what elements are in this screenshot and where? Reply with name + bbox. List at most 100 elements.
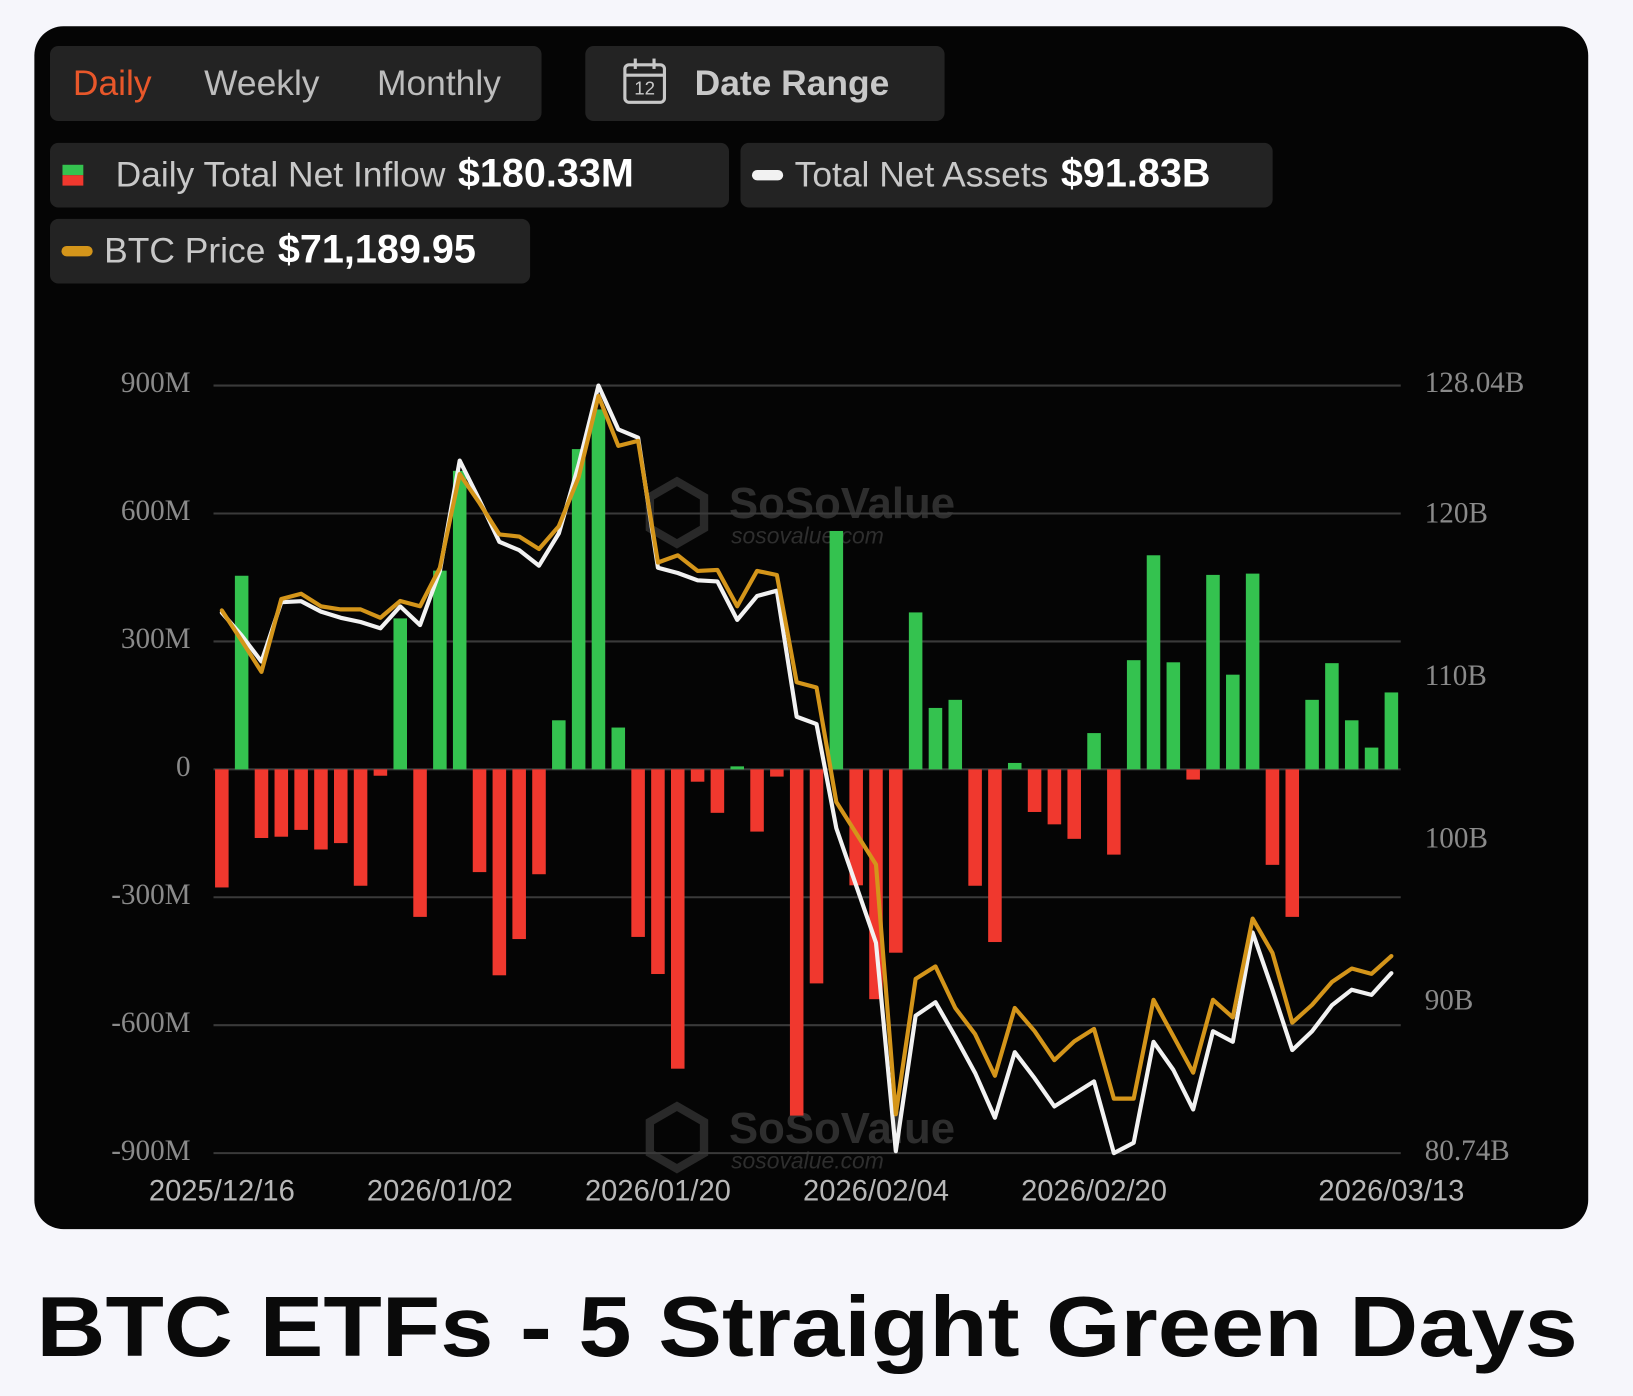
- bar: [948, 699, 963, 770]
- y-tick-label: 600M: [121, 495, 191, 527]
- bar: [393, 618, 408, 770]
- line: [219, 383, 1394, 1156]
- period-tab[interactable]: Weekly: [204, 63, 320, 103]
- bar: [829, 530, 844, 770]
- legend-swatch: [61, 246, 93, 257]
- y-tick-label: 900M: [121, 367, 191, 399]
- x-tick-label: 2025/12/16: [149, 1175, 295, 1207]
- bar: [413, 769, 427, 917]
- bar: [1047, 769, 1062, 825]
- watermark-url: sosovalue.com: [731, 523, 884, 549]
- bar: [1027, 769, 1042, 812]
- bar: [1265, 769, 1280, 865]
- bar: [373, 769, 388, 776]
- bar: [1007, 762, 1022, 770]
- date-range-button[interactable]: [585, 46, 945, 122]
- legend-item: [49, 142, 730, 208]
- bar: [789, 769, 804, 1116]
- line: [219, 393, 1394, 1117]
- y2-tick-label: 110B: [1425, 660, 1487, 692]
- bar: [1206, 574, 1220, 770]
- bar: [254, 769, 269, 838]
- period-tab[interactable]: Monthly: [377, 63, 501, 103]
- x-tick-label: 2026/01/20: [585, 1175, 731, 1207]
- bar: [1364, 747, 1379, 770]
- bar: [670, 769, 685, 1069]
- bar: [215, 769, 229, 888]
- legend-swatch: [62, 164, 84, 176]
- bar: [1245, 573, 1260, 770]
- y2-tick-label: 80.74B: [1425, 1135, 1510, 1167]
- bar: [1087, 733, 1101, 770]
- y2-tick-label: 100B: [1425, 822, 1488, 854]
- bar: [750, 769, 764, 832]
- caption: BTC ETFs - 5 Straight Green Days: [36, 1280, 1577, 1375]
- chart-card: [34, 26, 1589, 1230]
- legend-value: $180.33M: [458, 152, 634, 196]
- legend-label: Daily Total Net Inflow: [116, 155, 446, 195]
- x-tick-label: 2026/03/13: [1318, 1175, 1464, 1207]
- y2-tick-label: 128.04B: [1425, 367, 1525, 399]
- bar: [314, 769, 328, 850]
- bar: [353, 769, 368, 886]
- bar: [472, 769, 487, 873]
- period-tabs: [49, 46, 542, 122]
- y-tick-label: 0: [176, 751, 191, 783]
- bar: [1186, 769, 1200, 780]
- bar: [552, 720, 566, 770]
- bar: [571, 449, 586, 770]
- bar: [234, 575, 249, 770]
- bar: [770, 769, 784, 777]
- calendar-icon: [623, 58, 667, 104]
- legend-swatch: [62, 175, 84, 186]
- legend-item: [49, 218, 531, 284]
- watermark-url: sosovalue.com: [731, 1148, 884, 1174]
- bar: [651, 769, 665, 975]
- x-tick-label: 2026/02/20: [1021, 1175, 1167, 1207]
- legend-swatch: [751, 169, 784, 181]
- bar: [1226, 674, 1240, 770]
- bar: [1146, 555, 1161, 770]
- bar: [333, 769, 348, 844]
- bar: [591, 409, 606, 770]
- legend-value: $91.83B: [1061, 152, 1211, 196]
- bar: [274, 769, 289, 837]
- bar: [908, 612, 923, 770]
- x-tick-label: 2026/02/04: [803, 1175, 949, 1207]
- y-tick-label: -300M: [111, 879, 190, 911]
- y-tick-label: 300M: [121, 623, 191, 655]
- bar: [809, 769, 824, 984]
- bar: [1344, 720, 1359, 770]
- bar: [968, 769, 982, 886]
- bar: [611, 727, 626, 770]
- bar: [1067, 769, 1081, 839]
- bar: [512, 769, 526, 940]
- bar: [1305, 699, 1319, 770]
- bar: [631, 769, 645, 937]
- bar: [710, 769, 725, 813]
- bar: [889, 769, 903, 953]
- y-tick-label: -900M: [111, 1135, 190, 1167]
- y2-tick-label: 90B: [1425, 985, 1474, 1017]
- legend-label: Total Net Assets: [795, 155, 1049, 195]
- bar: [452, 470, 467, 770]
- bar: [690, 769, 705, 782]
- bar: [1384, 692, 1399, 770]
- legend-value: $71,189.95: [278, 228, 476, 272]
- calendar-day: 12: [634, 78, 655, 99]
- y2-tick-label: 120B: [1425, 498, 1488, 530]
- date-range-label[interactable]: Date Range: [695, 63, 890, 103]
- x-tick-label: 2026/01/02: [367, 1175, 513, 1207]
- bar: [433, 570, 447, 770]
- bar: [1285, 769, 1300, 917]
- bar: [730, 766, 744, 770]
- legend-label: BTC Price: [104, 231, 265, 271]
- bar: [988, 769, 1002, 943]
- bar: [532, 769, 546, 875]
- bar: [849, 769, 863, 886]
- watermark-brand: SoSoValue: [729, 479, 955, 528]
- period-tab[interactable]: Daily: [73, 63, 152, 103]
- bar: [1325, 663, 1339, 770]
- legend-item: [740, 142, 1273, 208]
